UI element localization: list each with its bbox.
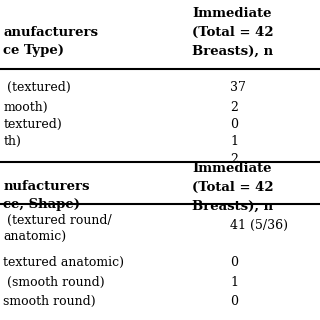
Text: 0: 0 bbox=[230, 118, 238, 131]
Text: Breasts), n: Breasts), n bbox=[192, 44, 273, 57]
Text: (textured round/: (textured round/ bbox=[3, 214, 112, 227]
Text: 37: 37 bbox=[230, 81, 246, 94]
Text: 0: 0 bbox=[230, 295, 238, 308]
Text: 2: 2 bbox=[230, 153, 238, 166]
Text: (Total = 42: (Total = 42 bbox=[192, 181, 274, 194]
Text: smooth round): smooth round) bbox=[3, 295, 96, 308]
Text: textured): textured) bbox=[3, 118, 62, 131]
Text: Immediate: Immediate bbox=[192, 163, 271, 175]
Text: Breasts), n: Breasts), n bbox=[192, 199, 273, 212]
Text: anufacturers: anufacturers bbox=[3, 26, 98, 39]
Text: anatomic): anatomic) bbox=[3, 230, 66, 243]
Text: ce Type): ce Type) bbox=[3, 44, 64, 57]
Text: nufacturers: nufacturers bbox=[3, 180, 90, 193]
Text: 1: 1 bbox=[230, 135, 238, 148]
Text: (Total = 42: (Total = 42 bbox=[192, 26, 274, 39]
Text: 2: 2 bbox=[230, 101, 238, 114]
Text: 1: 1 bbox=[230, 276, 238, 289]
Text: (textured): (textured) bbox=[3, 81, 71, 94]
Text: mooth): mooth) bbox=[3, 101, 48, 114]
Text: 0: 0 bbox=[230, 256, 238, 269]
Text: th): th) bbox=[3, 135, 21, 148]
Text: ce, Shape): ce, Shape) bbox=[3, 198, 80, 211]
Text: 41 (5/36): 41 (5/36) bbox=[230, 219, 288, 232]
Text: (smooth round): (smooth round) bbox=[3, 276, 105, 289]
Text: Immediate: Immediate bbox=[192, 7, 271, 20]
Text: textured anatomic): textured anatomic) bbox=[3, 256, 124, 269]
